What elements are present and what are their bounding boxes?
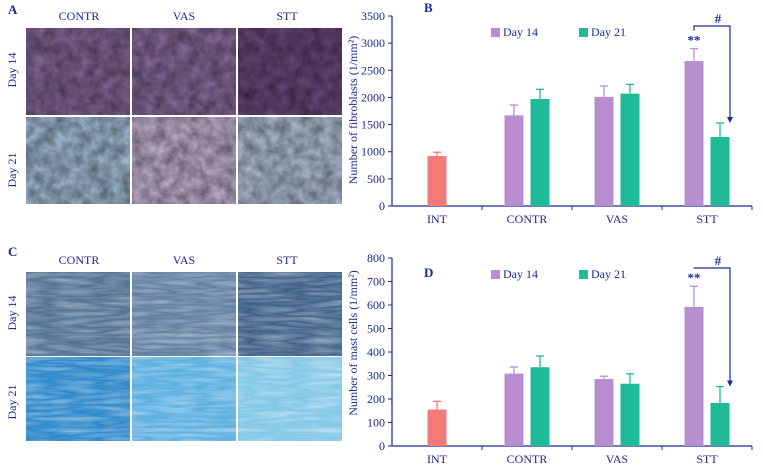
bar (684, 306, 704, 446)
micrograph-a-texture (238, 117, 342, 204)
x-tick-label: CONTR (507, 452, 548, 466)
panel-c-col-contr: CONTR (59, 253, 100, 267)
legend-label-day14: Day 14 (503, 267, 538, 281)
bar (594, 379, 614, 446)
y-tick-label: 500 (367, 172, 385, 186)
bar (427, 409, 447, 446)
bracket-arrow (727, 380, 733, 387)
bar (504, 115, 524, 206)
micrograph-c-texture (26, 272, 130, 356)
x-tick-label: STT (696, 212, 718, 226)
panel-a-row-day14: Day 14 (5, 53, 19, 88)
y-tick-label: 3500 (361, 9, 385, 23)
bar (684, 61, 704, 206)
panel-c-row-day21: Day 21 (5, 385, 19, 420)
bracket-label: # (715, 253, 722, 268)
panel-c-col-stt: STT (276, 253, 298, 267)
x-tick-label: INT (427, 452, 448, 466)
panel-c-col-vas: VAS (173, 253, 195, 267)
significance-marker: ** (688, 270, 701, 285)
bar (710, 402, 730, 446)
panel-c: C CONTR VAS STT Day 14 Day 21 (5, 244, 342, 441)
legend-swatch-day21 (579, 270, 588, 279)
y-tick-label: 200 (367, 392, 385, 406)
legend-label-day21: Day 21 (591, 25, 626, 39)
bar (620, 93, 640, 206)
micrograph-a-texture (26, 28, 130, 115)
legend-swatch-day14 (491, 270, 500, 279)
y-tick-label: 600 (367, 298, 385, 312)
chart-d-mast-cells: D Number of mast cells (1/mm²) 0 100 200 30… (346, 251, 753, 466)
x-tick-label: CONTR (507, 212, 548, 226)
panel-a-col-contr: CONTR (59, 9, 100, 23)
y-tick-label: 0 (379, 439, 385, 453)
legend-label-day14: Day 14 (503, 25, 538, 39)
micrograph-a-texture (132, 117, 236, 204)
micrograph-c-texture (238, 272, 342, 356)
bracket-arrow (727, 116, 733, 123)
y-tick-label: 500 (367, 322, 385, 336)
chart-d-ylabel: Number of mast cells (1/mm²) (346, 270, 360, 416)
bar (530, 99, 550, 206)
micrograph-a-texture (26, 117, 130, 204)
y-tick-label: 2000 (361, 90, 385, 104)
y-tick-label: 0 (379, 199, 385, 213)
bar (427, 156, 447, 206)
legend-label-day21: Day 21 (591, 267, 626, 281)
comparison-bracket (693, 25, 731, 121)
y-tick-label: 800 (367, 251, 385, 265)
comparison-bracket (693, 267, 731, 385)
bracket-label: # (715, 11, 722, 26)
panel-a-micrographs (26, 28, 342, 204)
micrograph-c-texture (132, 272, 236, 356)
panel-c-row-day14: Day 14 (5, 296, 19, 331)
legend-swatch-day21 (579, 28, 588, 37)
panel-a-col-vas: VAS (173, 9, 195, 23)
bar (620, 383, 640, 446)
legend-swatch-day14 (491, 28, 500, 37)
panel-d-letter: D (424, 265, 433, 280)
x-tick-label: STT (696, 452, 718, 466)
panel-a-row-day21: Day 21 (5, 153, 19, 188)
micrograph-a-texture (238, 28, 342, 115)
panel-a-col-stt: STT (276, 9, 298, 23)
panel-c-micrographs (26, 272, 342, 441)
y-tick-label: 1000 (361, 145, 385, 159)
micrograph-a-texture (132, 28, 236, 115)
chart-b-ylabel: Number of fibroblasts (1/mm²) (346, 36, 360, 185)
panel-a: A CONTR VAS STT Day 14 Day 21 (5, 2, 342, 204)
x-tick-label: VAS (606, 452, 628, 466)
significance-marker: ** (688, 33, 701, 48)
bar (710, 137, 730, 206)
y-tick-label: 300 (367, 369, 385, 383)
y-tick-label: 100 (367, 416, 385, 430)
micrograph-c-texture (26, 357, 130, 441)
x-tick-label: INT (427, 212, 448, 226)
chart-b-fibroblasts: B Number of fibroblasts (1/mm²) 0 500 1000… (346, 0, 753, 226)
panel-a-letter: A (8, 2, 18, 17)
panel-b-letter: B (424, 0, 433, 15)
y-tick-label: 400 (367, 345, 385, 359)
panel-c-letter: C (8, 244, 17, 259)
bar (530, 367, 550, 446)
y-tick-label: 2500 (361, 63, 385, 77)
x-tick-label: VAS (606, 212, 628, 226)
y-tick-label: 3000 (361, 36, 385, 50)
bar (594, 96, 614, 206)
y-tick-label: 700 (367, 275, 385, 289)
micrograph-c-texture (238, 357, 342, 441)
bar (504, 373, 524, 446)
y-tick-label: 1500 (361, 118, 385, 132)
micrograph-c-texture (132, 357, 236, 441)
